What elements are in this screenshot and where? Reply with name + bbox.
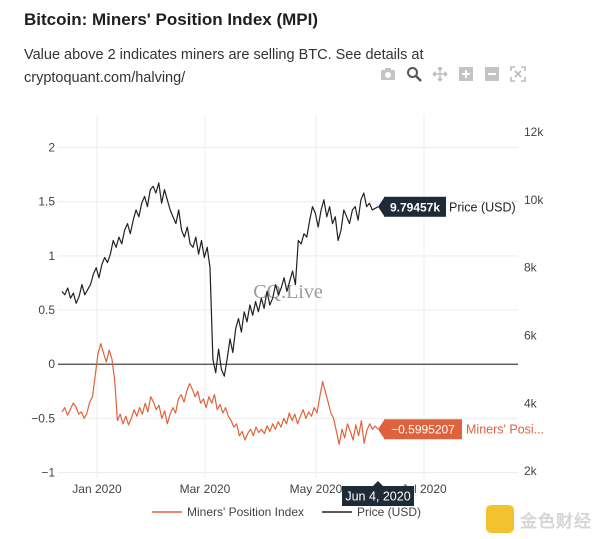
corner-logo: 金色财经 [486, 505, 592, 533]
legend-price-label: Price (USD) [357, 505, 421, 519]
y-right-tick-label: 12k [524, 125, 544, 139]
camera-icon[interactable] [380, 66, 396, 82]
pan-icon[interactable] [432, 66, 448, 82]
zoom-out-icon[interactable] [484, 66, 500, 82]
date-hover-value: Jun 4, 2020 [345, 490, 410, 504]
y-right-tick-label: 10k [524, 193, 544, 207]
watermark-text: CQ.Live [253, 281, 323, 303]
y-left-tick-label: −0.5 [31, 411, 55, 425]
price-series-line [61, 182, 379, 377]
y-left-tick-label: 1.5 [38, 195, 55, 209]
x-tick-label: Jan 2020 [72, 482, 122, 496]
legend-mpi-label: Miners' Position Index [187, 505, 304, 519]
mpi-series-line [61, 343, 379, 445]
y-right-tick-label: 6k [524, 329, 538, 343]
mpi-hover-value: −0.5995207 [391, 423, 455, 437]
mpi-hover-pointer [378, 420, 384, 439]
y-left-tick-label: 0 [48, 357, 55, 371]
chart-subtitle: Value above 2 indicates miners are selli… [24, 47, 424, 86]
brand-logo-icon [486, 505, 514, 533]
mpi-hover-box [384, 419, 462, 440]
y-left-tick-label: −1 [41, 466, 55, 480]
price-hover-series: Price (USD) [449, 200, 516, 214]
y-left-tick-label: 2 [48, 141, 55, 155]
autoscale-icon[interactable] [510, 66, 526, 82]
plot-modebar [380, 66, 526, 82]
price-hover-pointer [378, 197, 384, 216]
chart-title: Bitcoin: Miners' Position Index (MPI) [24, 10, 318, 29]
corner-logo-text: 金色财经 [520, 511, 592, 531]
price-hover-box [384, 196, 446, 217]
x-tick-label: Mar 2020 [180, 482, 231, 496]
mpi-hover-series: Miners' Posi... [466, 423, 544, 437]
y-right-tick-label: 4k [524, 396, 538, 410]
zoom-in-icon[interactable] [458, 66, 474, 82]
y-left-tick-label: 0.5 [38, 303, 55, 317]
y-right-tick-label: 8k [524, 261, 538, 275]
price-hover-value: 9.79457k [390, 200, 440, 214]
date-hover-box [342, 486, 414, 506]
y-right-tick-label: 2k [524, 464, 538, 478]
x-tick-label: May 2020 [290, 482, 343, 496]
zoom-icon[interactable] [406, 66, 422, 82]
y-left-tick-label: 1 [48, 249, 55, 263]
date-hover-pointer [372, 481, 384, 487]
